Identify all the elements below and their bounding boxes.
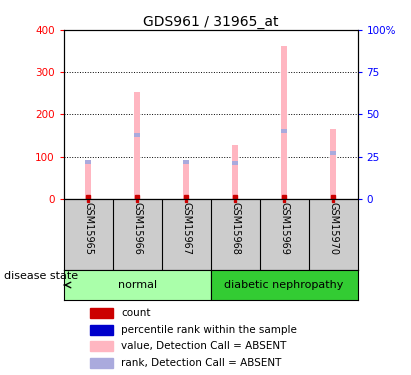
Text: count: count — [121, 309, 151, 318]
Text: diabetic nephropathy: diabetic nephropathy — [224, 280, 344, 290]
Text: GSM15966: GSM15966 — [132, 202, 142, 255]
Bar — [232, 145, 238, 199]
Bar — [281, 129, 287, 134]
Bar — [90, 308, 113, 318]
Text: GSM15965: GSM15965 — [83, 202, 93, 255]
Bar — [183, 159, 189, 164]
Text: GSM15970: GSM15970 — [328, 202, 338, 255]
Text: value, Detection Call = ABSENT: value, Detection Call = ABSENT — [121, 342, 286, 351]
Bar — [281, 46, 287, 199]
Text: disease state: disease state — [4, 271, 78, 280]
Bar — [134, 93, 140, 199]
Bar — [90, 341, 113, 351]
Bar — [330, 151, 336, 155]
Bar — [134, 132, 140, 137]
Bar — [90, 325, 113, 334]
Text: normal: normal — [118, 280, 157, 290]
Bar — [85, 161, 91, 199]
Bar — [183, 159, 189, 199]
Text: GSM15968: GSM15968 — [230, 202, 240, 255]
Text: GSM15969: GSM15969 — [279, 202, 289, 255]
Bar — [90, 358, 113, 368]
Text: percentile rank within the sample: percentile rank within the sample — [121, 325, 297, 335]
Bar — [330, 129, 336, 199]
Title: GDS961 / 31965_at: GDS961 / 31965_at — [143, 15, 278, 29]
Text: GSM15967: GSM15967 — [181, 202, 191, 255]
Bar — [232, 161, 238, 165]
Bar — [85, 159, 91, 164]
Text: rank, Detection Call = ABSENT: rank, Detection Call = ABSENT — [121, 358, 282, 368]
